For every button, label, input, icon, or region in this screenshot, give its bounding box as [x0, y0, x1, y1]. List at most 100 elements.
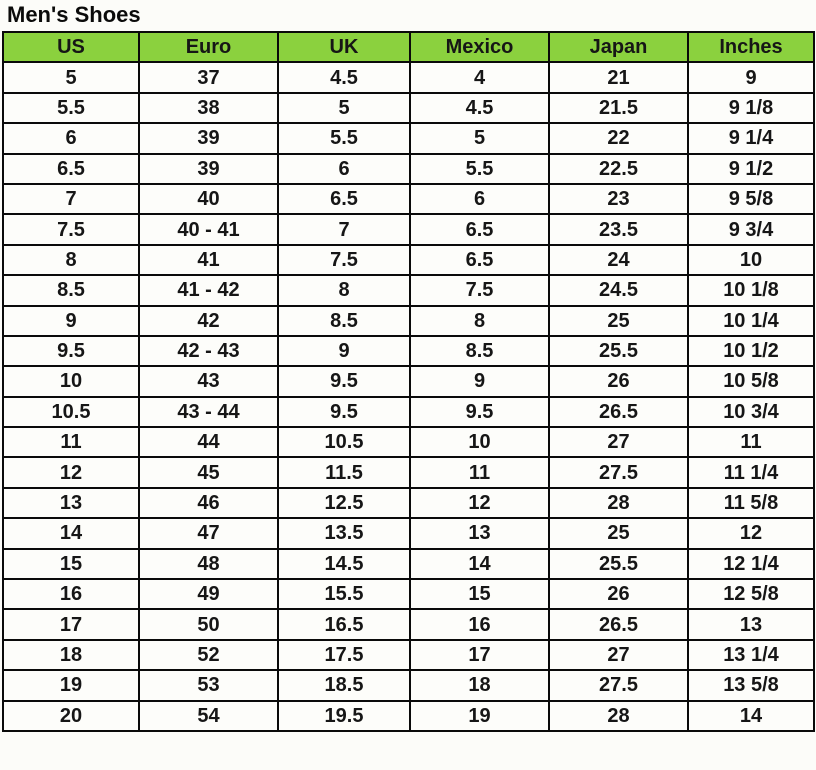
table-row: 13 46 12.5 12 28 11 5/8	[2, 486, 815, 520]
table-cell: 11.5	[277, 456, 411, 489]
table-cell: 24.5	[548, 274, 689, 307]
table-row: 10.5 43 - 44 9.5 9.5 26.5 10 3/4	[2, 395, 815, 429]
table-cell: 10	[687, 243, 815, 277]
table-row: 18 52 17.5 17 27 13 1/4	[2, 638, 815, 672]
table-cell: 9 1/4	[687, 122, 815, 155]
table-cell: 25.5	[548, 547, 689, 581]
table-cell: 26	[548, 578, 689, 611]
table-cell: 54	[138, 699, 279, 732]
table-cell: 42	[138, 304, 279, 337]
table-cell: 4	[409, 61, 550, 94]
table-cell: 39	[138, 152, 279, 185]
table-cell: 12	[409, 486, 550, 520]
table-cell: 9.5	[277, 395, 411, 429]
table-row: 9.5 42 - 43 9 8.5 25.5 10 1/2	[2, 334, 815, 368]
table-cell: 14	[2, 517, 140, 550]
table-cell: 13 5/8	[687, 669, 815, 702]
table-cell: 49	[138, 578, 279, 611]
table-cell: 5.5	[2, 91, 140, 125]
table-cell: 50	[138, 608, 279, 641]
column-header-euro: Euro	[138, 30, 279, 64]
table-cell: 10.5	[277, 426, 411, 459]
table-row: 12 45 11.5 11 27.5 11 1/4	[2, 456, 815, 489]
table-cell: 24	[548, 243, 689, 277]
table-cell: 27.5	[548, 456, 689, 489]
table-cell: 8	[409, 304, 550, 337]
table-cell: 15.5	[277, 578, 411, 611]
table-cell: 7	[277, 213, 411, 246]
column-header-inches: Inches	[687, 30, 815, 64]
table-cell: 11	[2, 426, 140, 459]
table-cell: 8.5	[277, 304, 411, 337]
table-cell: 9.5	[409, 395, 550, 429]
table-cell: 44	[138, 426, 279, 459]
table-cell: 40	[138, 182, 279, 216]
table-cell: 10	[2, 365, 140, 398]
table-cell: 47	[138, 517, 279, 550]
table-cell: 13	[2, 486, 140, 520]
column-header-mexico: Mexico	[409, 30, 550, 64]
table-cell: 6	[277, 152, 411, 185]
column-header-us: US	[2, 30, 140, 64]
table-row: 8.5 41 - 42 8 7.5 24.5 10 1/8	[2, 274, 815, 307]
table-cell: 10 1/2	[687, 334, 815, 368]
table-cell: 11 5/8	[687, 486, 815, 520]
table-cell: 5.5	[277, 122, 411, 155]
table-cell: 7	[2, 182, 140, 216]
table-cell: 15	[409, 578, 550, 611]
table-cell: 46	[138, 486, 279, 520]
table-cell: 52	[138, 638, 279, 672]
table-cell: 9	[277, 334, 411, 368]
table-cell: 14	[409, 547, 550, 581]
table-cell: 22.5	[548, 152, 689, 185]
table-cell: 7.5	[409, 274, 550, 307]
table-cell: 41 - 42	[138, 274, 279, 307]
table-row: 7.5 40 - 41 7 6.5 23.5 9 3/4	[2, 213, 815, 246]
table-cell: 43	[138, 365, 279, 398]
table-cell: 8.5	[409, 334, 550, 368]
table-cell: 9	[2, 304, 140, 337]
table-cell: 6.5	[409, 213, 550, 246]
table-row: 14 47 13.5 13 25 12	[2, 517, 815, 550]
table-cell: 18.5	[277, 669, 411, 702]
table-row: 15 48 14.5 14 25.5 12 1/4	[2, 547, 815, 581]
table-cell: 12	[687, 517, 815, 550]
table-cell: 41	[138, 243, 279, 277]
table-cell: 6	[2, 122, 140, 155]
table-cell: 8.5	[2, 274, 140, 307]
table-row: 9 42 8.5 8 25 10 1/4	[2, 304, 815, 337]
table-cell: 19.5	[277, 699, 411, 732]
table-cell: 13 1/4	[687, 638, 815, 672]
table-cell: 22	[548, 122, 689, 155]
table-cell: 45	[138, 456, 279, 489]
size-conversion-table: US Euro UK Mexico Japan Inches 5 37 4.5 4 21…	[2, 30, 815, 732]
table-cell: 23	[548, 182, 689, 216]
table-cell: 11	[687, 426, 815, 459]
table-cell: 48	[138, 547, 279, 581]
table-cell: 10.5	[2, 395, 140, 429]
table-cell: 26	[548, 365, 689, 398]
table-cell: 27	[548, 426, 689, 459]
column-header-uk: UK	[277, 30, 411, 64]
table-cell: 27.5	[548, 669, 689, 702]
table-cell: 5	[409, 122, 550, 155]
table-row: 20 54 19.5 19 28 14	[2, 699, 815, 732]
table-row: 17 50 16.5 16 26.5 13	[2, 608, 815, 641]
table-cell: 42 - 43	[138, 334, 279, 368]
table-cell: 16	[2, 578, 140, 611]
column-header-japan: Japan	[548, 30, 689, 64]
table-row: 5.5 38 5 4.5 21.5 9 1/8	[2, 91, 815, 125]
table-cell: 6.5	[277, 182, 411, 216]
table-cell: 38	[138, 91, 279, 125]
table-cell: 17	[2, 608, 140, 641]
table-cell: 17	[409, 638, 550, 672]
table-cell: 7.5	[277, 243, 411, 277]
table-cell: 9 1/2	[687, 152, 815, 185]
table-cell: 20	[2, 699, 140, 732]
table-row: 8 41 7.5 6.5 24 10	[2, 243, 815, 277]
table-cell: 5	[2, 61, 140, 94]
table-row: 16 49 15.5 15 26 12 5/8	[2, 578, 815, 611]
table-cell: 8	[277, 274, 411, 307]
table-cell: 43 - 44	[138, 395, 279, 429]
